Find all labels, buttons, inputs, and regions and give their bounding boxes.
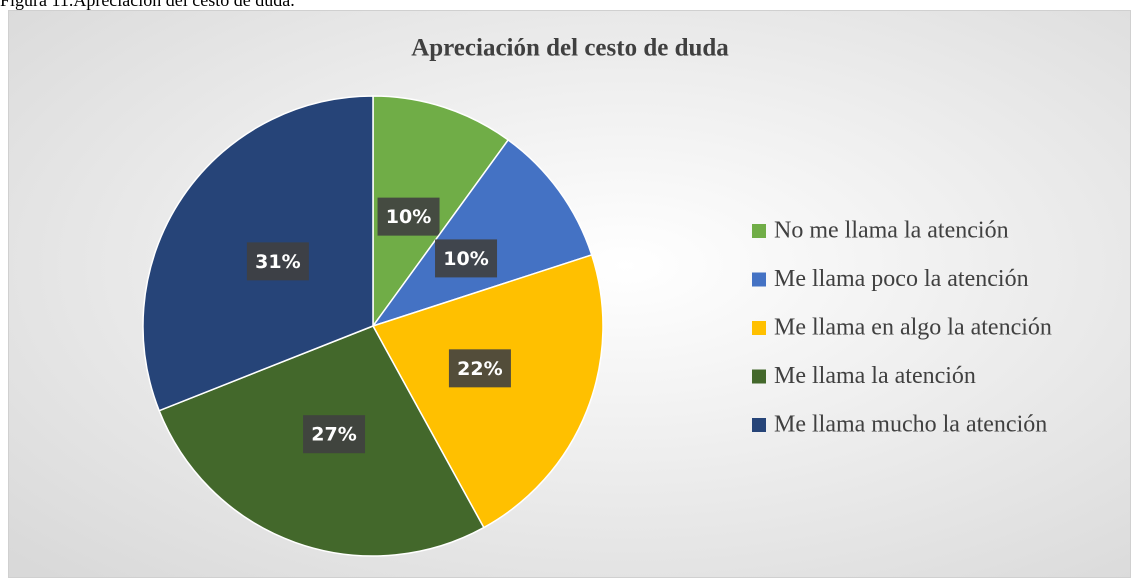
data-label: 27% bbox=[311, 424, 356, 446]
data-label-box bbox=[246, 242, 309, 281]
data-label-box bbox=[377, 197, 440, 236]
data-label: 31% bbox=[255, 251, 300, 273]
legend-swatch bbox=[752, 321, 766, 335]
legend-label: Me llama la atención bbox=[774, 363, 976, 389]
legend-swatch bbox=[752, 272, 766, 287]
chart-title: Apreciación del cesto de duda bbox=[411, 35, 729, 62]
data-label: 10% bbox=[443, 248, 488, 270]
caption: Figura 11.Apreciación del cesto de duda. bbox=[0, 0, 295, 10]
legend-label: Me llama poco la atención bbox=[774, 266, 1029, 292]
legend-swatch bbox=[752, 418, 766, 432]
pie-slice bbox=[371, 253, 604, 529]
data-label: 10% bbox=[386, 206, 431, 228]
data-label-box bbox=[448, 349, 511, 388]
legend-swatch bbox=[752, 224, 766, 238]
legend-label: Me llama en algo la atención bbox=[774, 315, 1052, 341]
data-label-box bbox=[435, 239, 498, 278]
data-label: 22% bbox=[457, 358, 502, 380]
legend-label: Me llama mucho la atención bbox=[774, 412, 1047, 438]
pie-slice bbox=[372, 95, 510, 329]
data-label-box bbox=[303, 415, 366, 454]
legend-label: No me llama la atención bbox=[774, 218, 1009, 244]
pie-slice bbox=[371, 138, 593, 328]
legend-swatch bbox=[752, 369, 766, 384]
